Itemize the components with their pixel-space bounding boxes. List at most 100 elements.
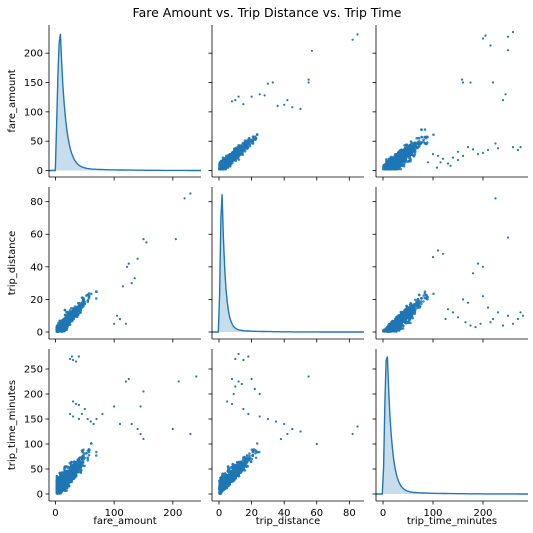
outlier-point xyxy=(481,37,485,40)
scatter-point xyxy=(420,128,423,131)
outlier-point xyxy=(439,161,442,164)
scatter-point xyxy=(237,153,240,156)
y-tick-label: 40 xyxy=(30,262,43,273)
scatter-point xyxy=(391,157,395,160)
y-tick-label: 50 xyxy=(30,137,43,148)
outlier-point xyxy=(494,142,497,145)
scatter-point xyxy=(75,310,78,314)
scatter-point xyxy=(417,137,421,140)
scatter-point xyxy=(423,135,427,139)
scatter-point xyxy=(86,299,90,302)
outlier-point xyxy=(142,238,145,241)
scatter-point xyxy=(81,296,85,300)
scatter-point xyxy=(72,311,75,315)
scatter-point xyxy=(423,128,427,131)
scatter-point xyxy=(83,302,86,306)
outlier-point xyxy=(491,81,495,84)
outlier-point xyxy=(299,107,302,110)
outlier-point xyxy=(283,103,286,106)
outlier-point xyxy=(456,150,460,153)
panel-trip_distance-vs-trip_time_minutes xyxy=(372,187,528,343)
scatter-point xyxy=(397,162,401,166)
outlier-point xyxy=(504,93,507,96)
y-tick-label: 100 xyxy=(24,107,43,118)
panel-fare_amount-vs-trip_distance xyxy=(208,25,364,181)
scatter-point xyxy=(406,143,409,147)
chart-title: Fare Amount vs. Trip Distance vs. Trip T… xyxy=(133,5,402,20)
scatter-point xyxy=(382,167,385,171)
scatter-point xyxy=(230,160,234,164)
scatter-point xyxy=(77,307,80,310)
scatter-point xyxy=(408,150,412,154)
outlier-point xyxy=(449,164,452,167)
scatter-point xyxy=(410,144,414,148)
scatter-point xyxy=(385,167,389,170)
outlier-point xyxy=(113,322,116,325)
scatter-point xyxy=(414,141,417,145)
outlier-point xyxy=(174,238,177,241)
outlier-point xyxy=(145,241,148,244)
scatter-point xyxy=(425,142,428,146)
outlier-point xyxy=(481,151,485,154)
scatter-point xyxy=(246,146,250,149)
scatter-point xyxy=(234,159,238,162)
scatter-point xyxy=(403,144,406,147)
outlier-point xyxy=(266,82,269,85)
scatter-point xyxy=(229,155,233,158)
scatter-point xyxy=(79,306,83,310)
scatter-point xyxy=(83,300,86,303)
scatter-point xyxy=(56,325,60,328)
scatter-point xyxy=(241,145,245,148)
scatter-point xyxy=(236,151,240,154)
scatter-point xyxy=(224,161,227,165)
scatter-point xyxy=(412,149,415,153)
scatter-point xyxy=(416,306,419,310)
y-tick-label: 80 xyxy=(30,197,43,208)
scatter-point xyxy=(394,154,397,157)
scatter-point xyxy=(85,294,88,297)
scatter-point xyxy=(246,140,249,143)
scatter-point xyxy=(399,160,402,163)
scatter-point xyxy=(408,157,412,160)
scatter-point xyxy=(239,145,242,148)
scatter-point xyxy=(77,301,80,305)
scatter-point xyxy=(226,159,230,163)
scatter-point xyxy=(63,317,66,321)
scatter-point xyxy=(95,297,98,300)
outlier-point xyxy=(489,44,492,47)
scatter-point xyxy=(90,292,93,296)
scatter-point xyxy=(70,319,73,323)
point-cloud xyxy=(382,30,522,171)
outlier-point xyxy=(237,95,240,98)
scatter-point xyxy=(432,133,435,136)
scatter-point xyxy=(232,151,235,155)
scatter-point xyxy=(225,154,228,158)
scatter-point xyxy=(399,149,403,152)
scatter-point xyxy=(87,292,91,295)
outlier-point xyxy=(130,282,133,285)
scatter-point xyxy=(403,151,407,155)
scatter-point xyxy=(387,162,391,165)
scatter-point xyxy=(409,321,412,325)
scatter-point xyxy=(73,305,77,308)
scatter-point xyxy=(222,167,225,171)
outlier-point xyxy=(516,148,520,152)
panel-fare_amount-vs-trip_time_minutes xyxy=(372,25,528,181)
scatter-point xyxy=(420,297,424,300)
scatter-point xyxy=(79,308,83,312)
scatter-point xyxy=(411,316,415,320)
scatter-point xyxy=(412,154,416,158)
y-tick-label: 60 xyxy=(30,230,43,241)
outlier-point xyxy=(431,153,435,156)
scatter-point xyxy=(382,165,386,168)
scatter-point xyxy=(397,152,400,155)
outlier-point xyxy=(310,49,313,52)
scatter-point xyxy=(60,320,64,324)
outlier-point xyxy=(356,33,359,36)
scatter-point xyxy=(222,163,225,166)
outlier-point xyxy=(286,99,289,102)
scatter-point xyxy=(396,157,399,160)
y-tick-label: 20 xyxy=(30,295,43,306)
